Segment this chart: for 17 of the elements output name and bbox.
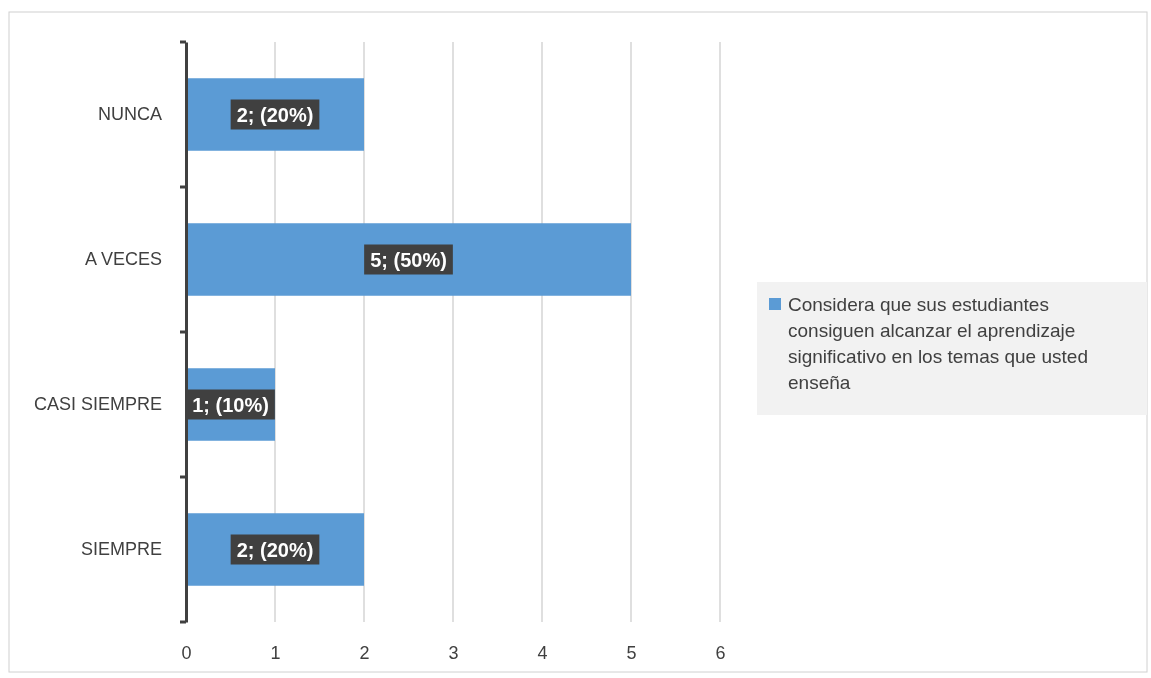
y-tick-label: CASI SIEMPRE	[33, 394, 162, 415]
y-tick-label: NUNCA	[97, 104, 162, 125]
x-tick-label: 3	[448, 642, 459, 663]
y-tick-label: SIEMPRE	[80, 539, 162, 560]
x-tick-label: 4	[537, 642, 548, 663]
x-tick-label: 0	[181, 642, 192, 663]
data-label: 5; (50%)	[370, 248, 447, 271]
data-label: 1; (10%)	[192, 393, 269, 416]
bar	[186, 223, 631, 296]
x-tick-label: 2	[359, 642, 370, 663]
x-tick-label: 6	[715, 642, 726, 663]
legend-label: Considera que sus estudiantes consiguen alcanzar el aprendizaje significativo en los temas que usted enseña	[788, 294, 1088, 393]
x-tick-label: 5	[626, 642, 637, 663]
y-tick-label: A VECES	[84, 249, 162, 270]
data-label: 2; (20%)	[236, 103, 314, 126]
x-tick-label: 1	[270, 642, 281, 663]
data-label: 2; (20%)	[236, 538, 314, 561]
